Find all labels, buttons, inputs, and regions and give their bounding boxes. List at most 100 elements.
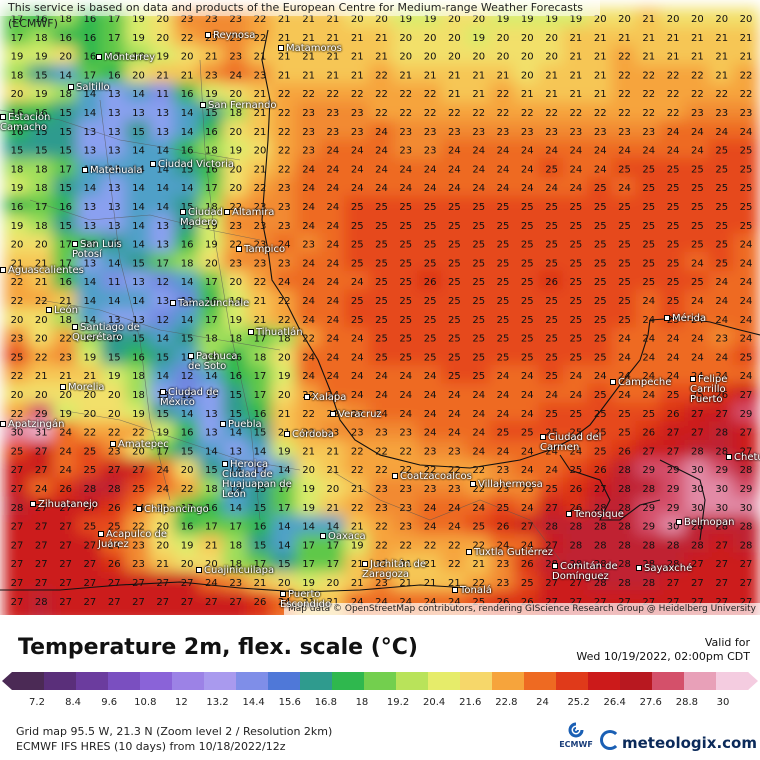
temperature-cell — [222, 496, 249, 518]
temperature-value: 23 — [278, 258, 291, 269]
temperature-value: 24 — [156, 465, 169, 476]
temperature-value: 18 — [59, 315, 72, 326]
temperature-value: 21 — [181, 70, 194, 81]
temperature-value: 25 — [399, 221, 412, 232]
temperature-value: 21 — [691, 33, 704, 44]
temperature-cell — [76, 195, 104, 217]
temperature-value: 13 — [84, 202, 97, 213]
temperature-value: 21 — [472, 70, 485, 81]
temperature-value: 24 — [351, 390, 364, 401]
scale-label: 7.2 — [29, 697, 45, 708]
temperature-value: 24 — [715, 315, 728, 326]
temperature-value: 25 — [545, 371, 558, 382]
temperature-cell — [538, 45, 565, 66]
city-label: Chetumal — [726, 453, 760, 463]
temperature-cell — [368, 120, 395, 142]
scale-label: 24 — [536, 697, 549, 708]
temperature-cell — [465, 421, 492, 442]
temperature-map[interactable]: 1716181617192023232322212121202019192020… — [0, 0, 760, 615]
temperature-value: 25 — [472, 315, 485, 326]
temperature-value: 19 — [11, 221, 24, 232]
temperature-value: 29 — [740, 409, 753, 420]
temperature-value: 17 — [156, 446, 169, 457]
temperature-cell — [465, 383, 492, 405]
temperature-cell — [28, 364, 55, 386]
temperature-cell — [441, 402, 468, 424]
city-label: Chilpancingo — [136, 505, 209, 515]
temperature-cell — [732, 101, 760, 123]
temperature-cell — [295, 364, 322, 386]
temperature-value: 24 — [375, 164, 388, 175]
temperature-value: 22 — [11, 296, 24, 307]
temperature-cell — [708, 64, 735, 85]
temperature-value: 21 — [278, 409, 291, 420]
temperature-cell — [441, 534, 468, 555]
temperature-cell — [611, 139, 638, 160]
temperature-cell — [708, 496, 735, 518]
temperature-cell — [76, 101, 104, 123]
temperature-cell — [319, 139, 347, 160]
temperature-cell — [611, 214, 638, 236]
temperature-cell — [271, 270, 298, 292]
temperature-cell — [76, 590, 104, 612]
temperature-value: 19 — [497, 14, 510, 25]
temperature-value: 25 — [472, 597, 485, 608]
temperature-value: 24 — [351, 597, 364, 608]
temperature-cell — [368, 440, 395, 461]
temperature-cell — [149, 364, 176, 386]
temperature-value: 22 — [327, 89, 340, 100]
temperature-cell — [246, 214, 274, 236]
temperature-value: 23 — [424, 146, 437, 157]
temperature-value: 28 — [594, 578, 607, 589]
temperature-cell — [611, 26, 638, 48]
temperature-cell — [562, 515, 590, 536]
temperature-value: 21 — [740, 52, 753, 63]
temperature-cell — [416, 233, 444, 254]
temperature-value: 22 — [278, 108, 291, 119]
temperature-value: 25 — [351, 202, 364, 213]
temperature-cell — [198, 270, 225, 292]
meteologix-logo[interactable]: meteologix.com — [600, 730, 757, 752]
temperature-cell — [538, 477, 565, 499]
temperature-cell — [611, 158, 638, 179]
temperature-value: 24 — [642, 334, 655, 345]
temperature-value: 17 — [59, 164, 72, 175]
temperature-cell — [635, 383, 662, 405]
temperature-cell — [295, 346, 322, 367]
temperature-cell — [684, 252, 711, 273]
city-label: Monterrey — [96, 53, 155, 63]
temperature-value: 24 — [448, 390, 461, 401]
temperature-cell — [271, 158, 298, 179]
temperature-value: 21 — [351, 70, 364, 81]
temperature-value: 21 — [570, 89, 583, 100]
scale-swatch — [172, 672, 205, 690]
temperature-value: 19 — [205, 89, 218, 100]
temperature-cell — [684, 458, 711, 480]
temperature-value: 25 — [399, 258, 412, 269]
temperature-cell — [465, 82, 492, 104]
temperature-cell — [271, 515, 298, 536]
temperature-cell — [684, 571, 711, 593]
temperature-value: 16 — [132, 352, 145, 363]
temperature-cell — [416, 402, 444, 424]
temperature-value: 23 — [302, 127, 315, 138]
temperature-value: 21 — [424, 578, 437, 589]
temperature-value: 25 — [521, 258, 534, 269]
temperature-value: 22 — [424, 108, 437, 119]
temperature-value: 25 — [448, 258, 461, 269]
temperature-value: 25 — [497, 277, 510, 288]
temperature-value: 20 — [156, 33, 169, 44]
temperature-value: 13 — [156, 296, 169, 307]
temperature-cell — [52, 139, 79, 160]
temperature-value: 21 — [327, 465, 340, 476]
temperature-cell — [514, 233, 541, 254]
temperature-value: 19 — [11, 52, 24, 63]
temperature-cell — [271, 252, 298, 273]
temperature-value: 24 — [448, 183, 461, 194]
temperature-cell — [416, 120, 444, 142]
city-label: Ciudad del Carmen — [540, 433, 606, 453]
temperature-value: 16 — [84, 52, 97, 63]
temperature-cell — [708, 534, 735, 555]
temperature-cell — [732, 139, 760, 160]
temperature-value: 24 — [302, 296, 315, 307]
